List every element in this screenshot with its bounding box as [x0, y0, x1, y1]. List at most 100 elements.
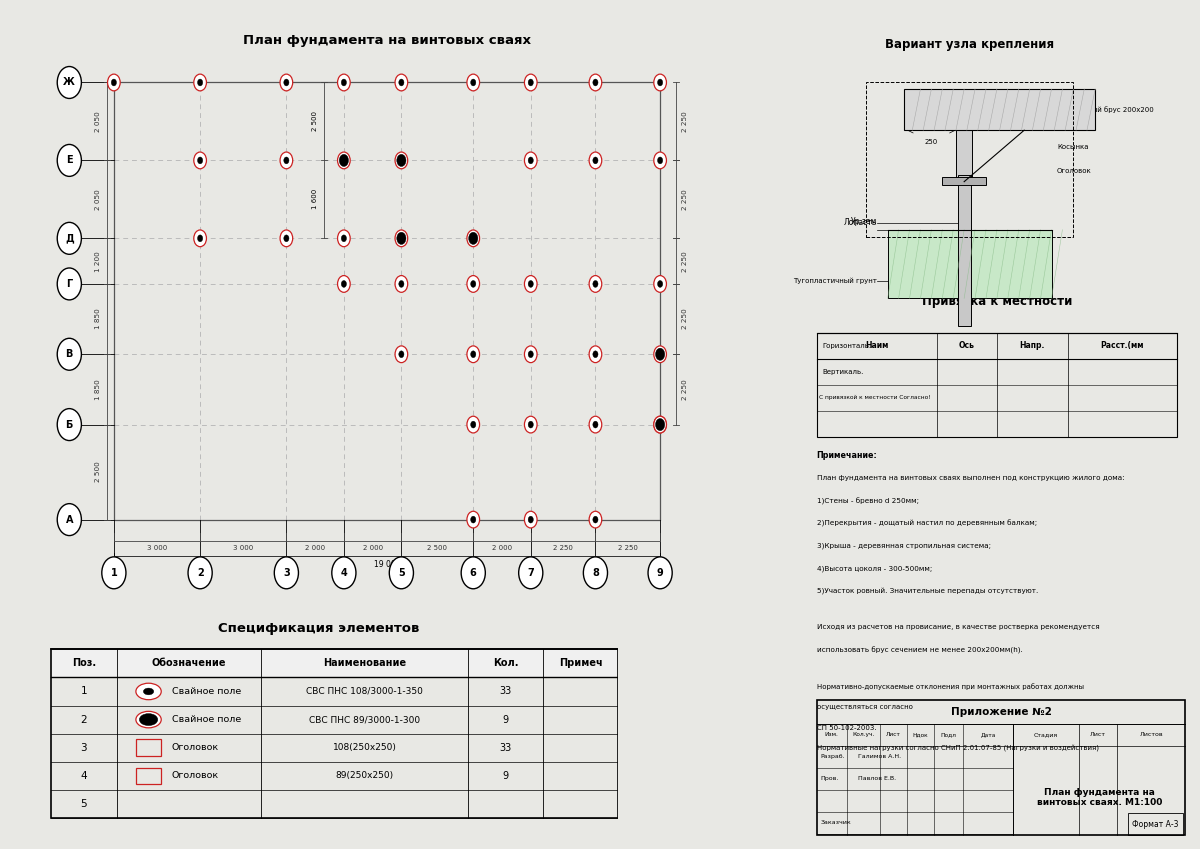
- Text: 108(250х250): 108(250х250): [332, 743, 396, 752]
- Circle shape: [337, 230, 350, 247]
- Text: 2 500: 2 500: [95, 462, 101, 482]
- Circle shape: [658, 280, 662, 287]
- Circle shape: [331, 557, 356, 589]
- Text: 2 000: 2 000: [305, 545, 325, 551]
- Text: Стадия: Стадия: [1034, 733, 1058, 737]
- Text: Лист: Лист: [886, 733, 900, 737]
- Circle shape: [469, 233, 478, 245]
- Bar: [1128, 813, 1182, 835]
- Text: 5: 5: [80, 799, 88, 809]
- Text: Примеч: Примеч: [559, 658, 602, 668]
- Circle shape: [658, 157, 662, 164]
- Text: СВС ПНС 108/3000-1-350: СВС ПНС 108/3000-1-350: [306, 687, 422, 696]
- Text: В: В: [66, 349, 73, 359]
- Circle shape: [143, 688, 154, 694]
- Circle shape: [593, 516, 598, 523]
- Text: Ж: Ж: [64, 77, 76, 87]
- Text: 4: 4: [80, 771, 88, 781]
- Text: Разраб.: Разраб.: [821, 754, 845, 759]
- Text: Приложение №2: Приложение №2: [950, 707, 1051, 717]
- Text: 2 250: 2 250: [682, 189, 688, 210]
- Circle shape: [470, 516, 476, 523]
- Circle shape: [395, 276, 408, 292]
- Text: Оголовок: Оголовок: [172, 743, 218, 752]
- Circle shape: [102, 557, 126, 589]
- Text: 3: 3: [80, 743, 88, 753]
- Text: 2 250: 2 250: [682, 309, 688, 329]
- Circle shape: [467, 74, 480, 91]
- Circle shape: [654, 276, 666, 292]
- Text: 4: 4: [341, 568, 347, 578]
- Circle shape: [461, 557, 485, 589]
- Circle shape: [654, 152, 666, 169]
- Circle shape: [593, 351, 598, 357]
- Text: Галимов А.Н.: Галимов А.Н.: [858, 754, 901, 759]
- Text: Наим: Наим: [865, 341, 888, 350]
- Text: Павлов Е.В.: Павлов Е.В.: [858, 776, 895, 781]
- Text: 9: 9: [656, 568, 664, 578]
- Circle shape: [593, 421, 598, 428]
- Text: Листов: Листов: [1139, 733, 1163, 737]
- Circle shape: [194, 152, 206, 169]
- Circle shape: [654, 74, 666, 91]
- Text: Спецификация элементов: Спецификация элементов: [217, 622, 419, 635]
- Circle shape: [283, 235, 289, 242]
- Text: СВС ПНС 89/3000-1-300: СВС ПНС 89/3000-1-300: [308, 715, 420, 724]
- Text: 1: 1: [80, 687, 88, 696]
- Text: Свайное поле: Свайное поле: [172, 715, 241, 724]
- Circle shape: [280, 152, 293, 169]
- Text: Подл: Подл: [941, 733, 956, 737]
- Circle shape: [398, 351, 404, 357]
- Circle shape: [528, 351, 533, 357]
- Text: Поз.: Поз.: [72, 658, 96, 668]
- Text: 2: 2: [80, 715, 88, 724]
- Circle shape: [337, 152, 350, 169]
- Circle shape: [194, 74, 206, 91]
- Text: 2 250: 2 250: [618, 545, 637, 551]
- Circle shape: [112, 79, 116, 86]
- Text: 3)Крыша - деревянная стропильная система;: 3)Крыша - деревянная стропильная система…: [817, 543, 991, 549]
- Text: Обозначение: Обозначение: [151, 658, 226, 668]
- Bar: [136, 739, 161, 756]
- Text: 1 200: 1 200: [95, 250, 101, 272]
- Circle shape: [528, 157, 533, 164]
- Bar: [956, 127, 972, 182]
- Circle shape: [280, 230, 293, 247]
- Circle shape: [467, 230, 480, 247]
- Circle shape: [136, 683, 161, 700]
- Circle shape: [593, 157, 598, 164]
- Text: План фундамента на винтовых сваях выполнен под конструкцию жилого дома:: План фундамента на винтовых сваях выполн…: [817, 475, 1124, 481]
- Circle shape: [58, 408, 82, 441]
- Circle shape: [467, 276, 480, 292]
- Circle shape: [524, 511, 538, 528]
- Circle shape: [583, 557, 607, 589]
- Circle shape: [58, 66, 82, 98]
- Text: Кол.: Кол.: [493, 658, 518, 668]
- Text: 2: 2: [197, 568, 204, 578]
- Text: Ось: Ось: [959, 341, 974, 350]
- Circle shape: [589, 152, 601, 169]
- Text: Формат А-3: Формат А-3: [1132, 819, 1178, 829]
- Circle shape: [58, 144, 82, 177]
- Text: 5)Участок ровный. Значительные перепады отсутствуют.: 5)Участок ровный. Значительные перепады …: [817, 588, 1038, 595]
- Text: Ндок: Ндок: [913, 733, 929, 737]
- Text: 2 000: 2 000: [362, 545, 383, 551]
- Text: 2 000: 2 000: [492, 545, 512, 551]
- Circle shape: [340, 155, 348, 166]
- Circle shape: [194, 230, 206, 247]
- Circle shape: [108, 74, 120, 91]
- Text: 9: 9: [503, 771, 509, 781]
- Text: Горизонталь.: Горизонталь.: [822, 343, 871, 349]
- Circle shape: [397, 233, 406, 245]
- Circle shape: [397, 155, 406, 166]
- Circle shape: [524, 276, 538, 292]
- Text: 7: 7: [527, 568, 534, 578]
- Text: Кол.уч.: Кол.уч.: [852, 733, 875, 737]
- Circle shape: [467, 346, 480, 363]
- Text: 250: 250: [925, 139, 938, 145]
- Circle shape: [524, 346, 538, 363]
- Circle shape: [139, 713, 157, 726]
- Circle shape: [658, 421, 662, 428]
- Circle shape: [398, 79, 404, 86]
- Text: Изм.: Изм.: [824, 733, 839, 737]
